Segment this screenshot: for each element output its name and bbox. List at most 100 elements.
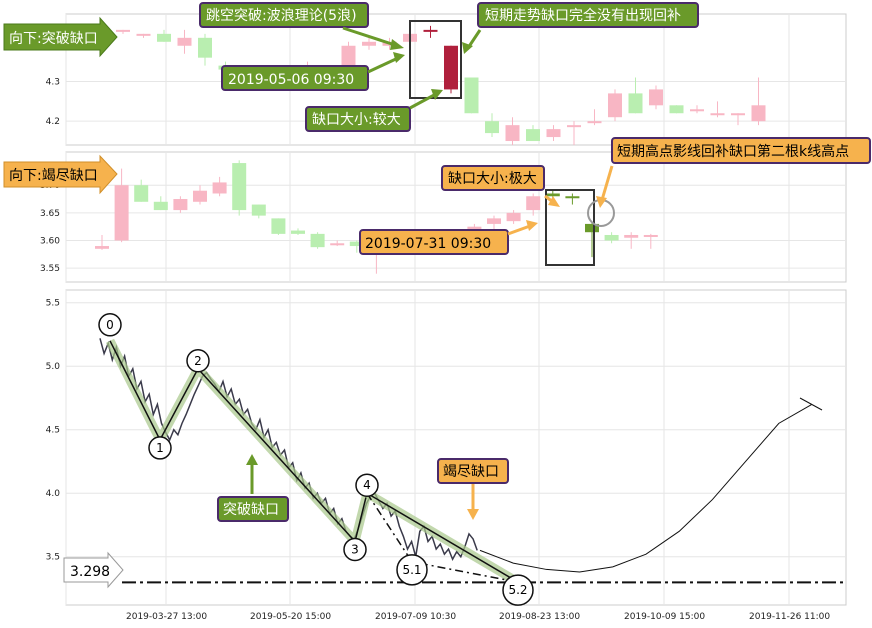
- candle-body: [506, 212, 521, 222]
- annot-middle-size-text: 缺口大小:极大: [448, 171, 537, 187]
- y-tick-label: 3.60: [40, 237, 60, 247]
- upper-candles: [116, 25, 766, 145]
- candle-body: [585, 223, 599, 233]
- candle-body: [232, 163, 247, 211]
- x-tick-label: 2019-03-27 13:00: [126, 612, 207, 622]
- support-tag: 3.298: [63, 551, 124, 589]
- upper-tag-label: 向下:突破缺口: [9, 31, 98, 47]
- middle-tag-label: 向下:竭尽缺口: [9, 168, 98, 184]
- candle-body: [157, 33, 171, 42]
- candle-body: [567, 125, 581, 128]
- arrow-mid-size-head: [548, 196, 560, 207]
- arrow-breakout-head: [246, 454, 258, 465]
- candle-body: [423, 29, 438, 32]
- arrow-size-head: [431, 89, 443, 100]
- candle-body: [690, 109, 704, 112]
- y-tick-label: 4.3: [46, 77, 60, 87]
- candle-body: [545, 193, 560, 197]
- candle-body: [444, 45, 458, 90]
- arrow-exhaustion-head: [467, 509, 479, 520]
- x-tick-label: 2019-05-20 15:00: [250, 612, 331, 622]
- x-tick-label: 2019-07-09 10:30: [375, 612, 456, 622]
- wave-point-label: 1: [156, 441, 164, 455]
- annot-middle-time: 2019-07-31 09:30: [359, 229, 509, 255]
- candle-body: [349, 241, 364, 247]
- candle-body: [212, 182, 227, 194]
- annot-shadow-fill: 短期高点影线回补缺口第二根k线高点: [611, 137, 871, 164]
- arrow-time-head: [393, 52, 405, 63]
- wave-point-circle: [396, 554, 428, 586]
- candle-body: [193, 190, 207, 202]
- candle-body: [643, 234, 658, 237]
- candle-body: [251, 204, 266, 216]
- candle-body: [362, 41, 376, 46]
- arrow-mid-time: [507, 224, 531, 236]
- candle-body: [565, 196, 580, 199]
- annot-exhaustion-text: 竭尽缺口: [443, 464, 499, 480]
- lower-series: 0 1 2 3 4 5.1 5.2: [98, 313, 846, 606]
- wave-point-circle: [355, 473, 379, 497]
- arrow-wave-head: [390, 39, 404, 50]
- candle-body: [173, 199, 188, 211]
- wave-line-final: [366, 492, 519, 583]
- wave-point-circle: [98, 313, 122, 337]
- wave-point-label: 3: [351, 542, 359, 556]
- wave-point-circle: [186, 349, 210, 373]
- candle-body: [271, 218, 286, 234]
- candle-body: [587, 121, 602, 124]
- annot-upper-size: 缺口大小:较大: [305, 106, 411, 132]
- middle-candles: [95, 160, 658, 274]
- axis-ticks: 4.34.23.703.653.603.555.55.04.54.03.5201…: [40, 77, 830, 622]
- arrow-shadow: [600, 165, 614, 201]
- annot-shadow-fill-text: 短期高点影线回补缺口第二根k线高点: [617, 143, 849, 160]
- x-tick-label: 2019-10-09 15:00: [624, 612, 705, 622]
- wave-point-label: 5.1: [402, 563, 421, 577]
- annot-wave-breakout: 跳空突破:波浪理论(5浪): [199, 2, 369, 28]
- wave-point-label: 2: [194, 354, 202, 368]
- wave-point-label: 4: [363, 478, 371, 492]
- annot-upper-time: 2019-05-06 09:30: [221, 65, 369, 91]
- annot-exhaustion: 竭尽缺口: [437, 458, 509, 484]
- candle-body: [628, 93, 643, 114]
- y-tick-label: 5.0: [46, 362, 61, 372]
- candle-body: [624, 234, 639, 238]
- y-tick-label: 4.2: [46, 117, 60, 127]
- candle-body: [464, 77, 479, 114]
- candle-body: [649, 89, 663, 106]
- candle-body: [731, 113, 745, 116]
- x-tick-label: 2019-11-26 11:00: [749, 612, 830, 622]
- y-tick-label: 4.0: [46, 489, 61, 499]
- candle-body: [505, 125, 520, 142]
- candle-body: [310, 233, 325, 248]
- forecast-end-mark: [799, 397, 823, 411]
- arrow-shadow-head: [596, 196, 607, 208]
- candle-body: [526, 129, 540, 142]
- candle-body: [136, 33, 151, 36]
- y-tick-label: 3.55: [40, 264, 60, 274]
- candle-body: [487, 218, 501, 224]
- candle-body: [177, 37, 192, 46]
- candle-body: [134, 185, 149, 202]
- upper-tag: 向下:突破缺口: [3, 16, 118, 58]
- lower-panel-frame: [65, 289, 847, 606]
- y-tick-label: 3.65: [40, 209, 60, 219]
- annot-gap-unfilled-text: 短期走势缺口完全没有出现回补: [485, 7, 681, 24]
- wave-point-circle: [148, 436, 172, 460]
- candle-body: [526, 196, 541, 211]
- arrow-size: [409, 92, 437, 110]
- candle-body: [604, 234, 619, 241]
- candle-body: [198, 37, 212, 58]
- annotation-arrows: [246, 26, 614, 520]
- y-tick-label: 4.5: [46, 426, 60, 436]
- annot-middle-size: 缺口大小:极大: [441, 165, 545, 191]
- candle-body: [95, 246, 109, 249]
- wave-point-circle: [343, 537, 367, 562]
- y-tick-label: 3.5: [46, 553, 60, 563]
- middle-gap-box: [545, 189, 595, 266]
- candle-body: [608, 93, 622, 118]
- annot-middle-time-text: 2019-07-31 09:30: [365, 236, 491, 252]
- annot-upper-time-text: 2019-05-06 09:30: [228, 72, 354, 88]
- candle-body: [291, 230, 305, 234]
- annot-gap-unfilled: 短期走势缺口完全没有出现回补: [477, 2, 699, 28]
